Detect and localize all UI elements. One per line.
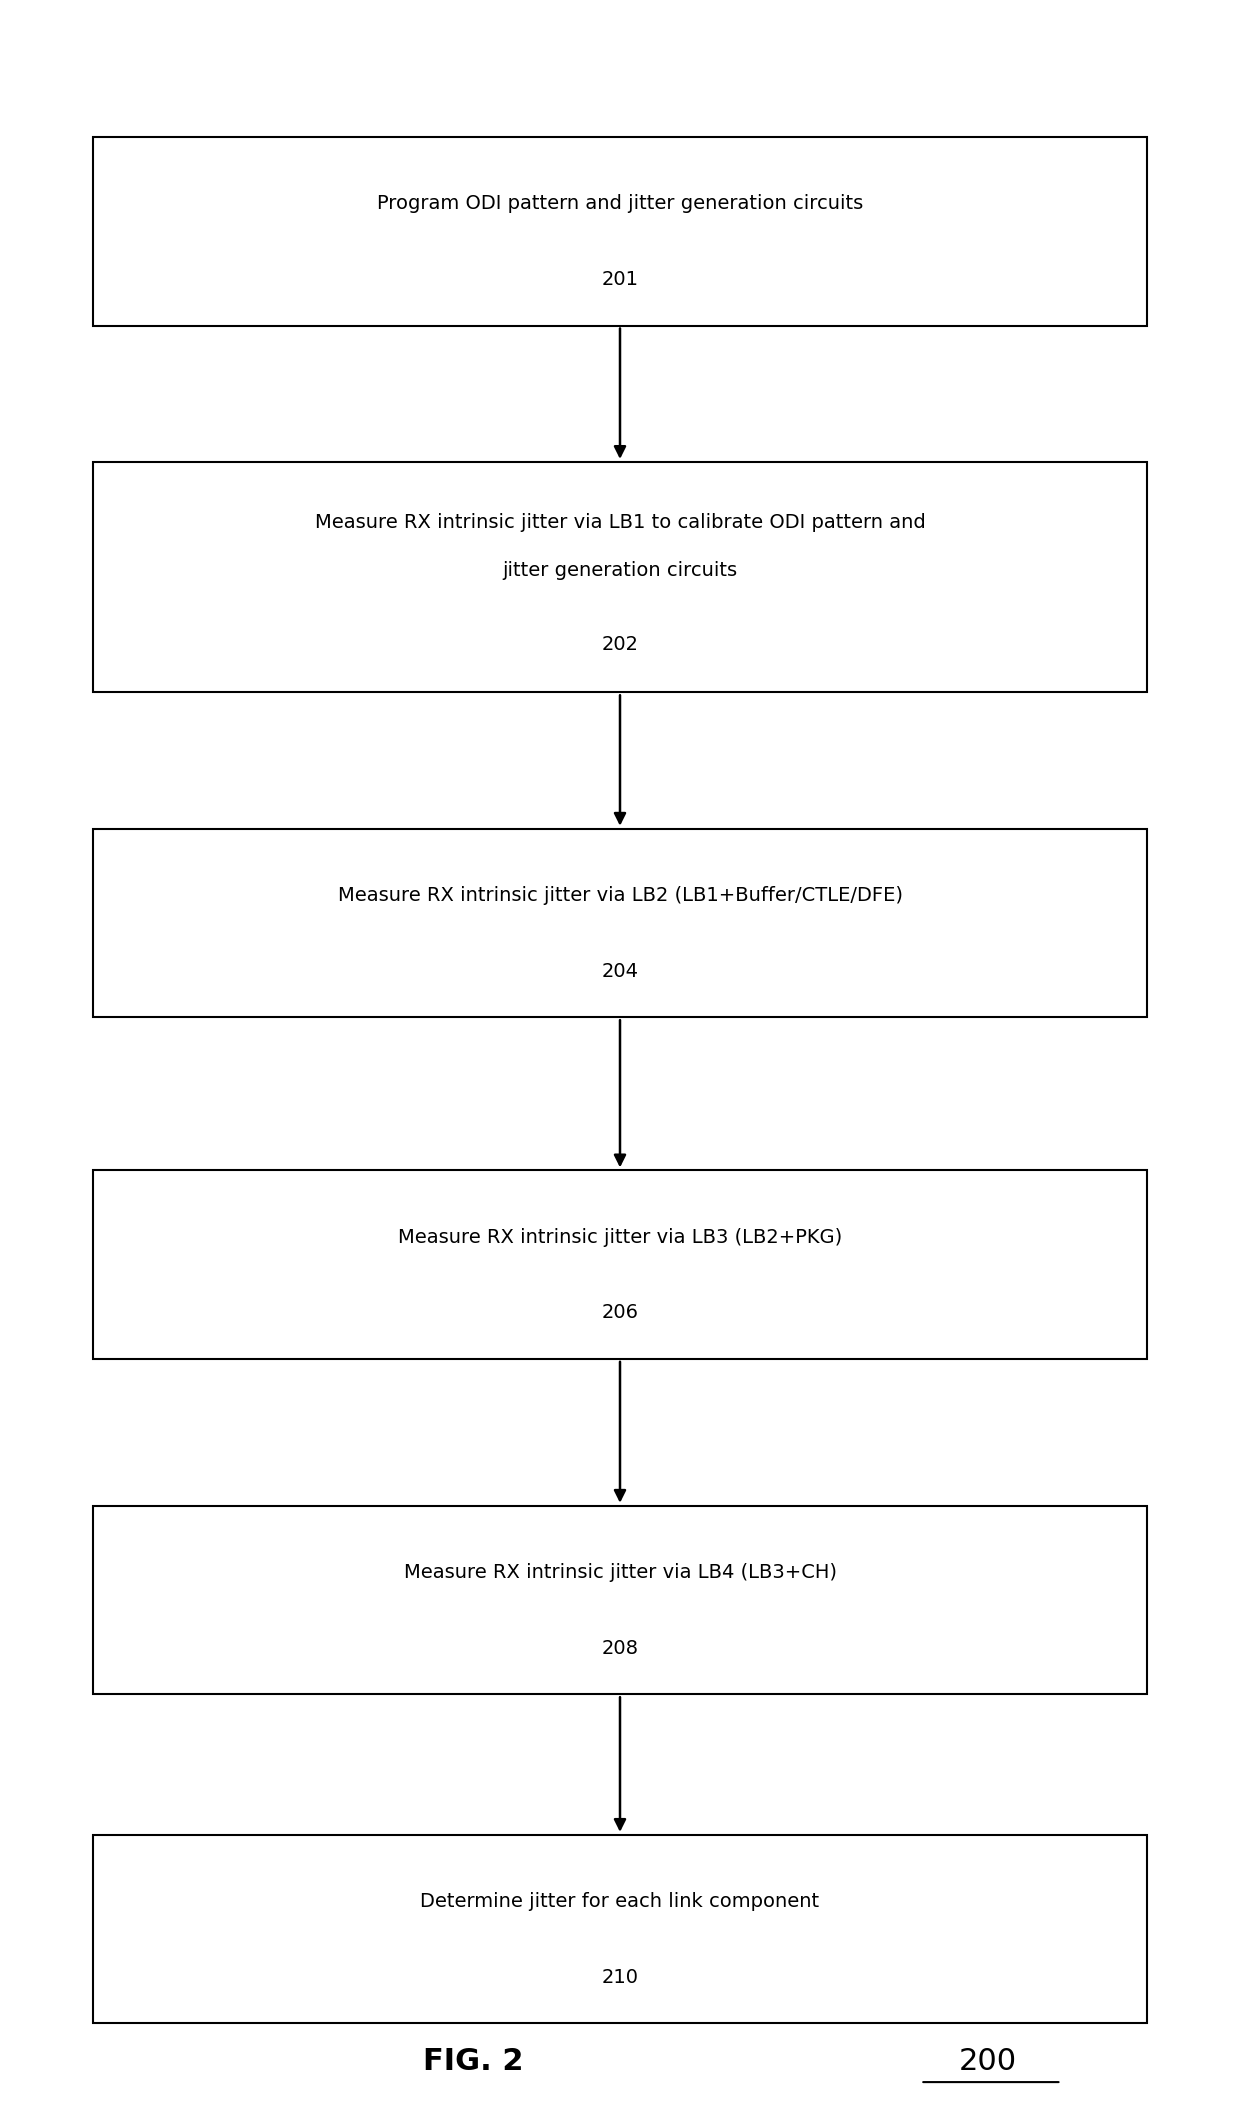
Text: Measure RX intrinsic jitter via LB3 (LB2+PKG): Measure RX intrinsic jitter via LB3 (LB2… xyxy=(398,1228,842,1247)
FancyBboxPatch shape xyxy=(93,462,1147,692)
FancyBboxPatch shape xyxy=(93,829,1147,1017)
Text: jitter generation circuits: jitter generation circuits xyxy=(502,561,738,580)
Text: FIG. 2: FIG. 2 xyxy=(423,2047,523,2076)
Text: 200: 200 xyxy=(959,2047,1017,2076)
FancyBboxPatch shape xyxy=(93,137,1147,325)
Text: Measure RX intrinsic jitter via LB4 (LB3+CH): Measure RX intrinsic jitter via LB4 (LB3… xyxy=(403,1564,837,1582)
Text: Program ODI pattern and jitter generation circuits: Program ODI pattern and jitter generatio… xyxy=(377,194,863,213)
Text: Measure RX intrinsic jitter via LB2 (LB1+Buffer/CTLE/DFE): Measure RX intrinsic jitter via LB2 (LB1… xyxy=(337,886,903,905)
FancyBboxPatch shape xyxy=(93,1507,1147,1694)
Text: 210: 210 xyxy=(601,1969,639,1988)
Text: 202: 202 xyxy=(601,635,639,654)
FancyBboxPatch shape xyxy=(93,1836,1147,2023)
Text: 204: 204 xyxy=(601,962,639,981)
Text: 201: 201 xyxy=(601,270,639,289)
Text: 208: 208 xyxy=(601,1639,639,1658)
FancyBboxPatch shape xyxy=(93,1171,1147,1359)
Text: Determine jitter for each link component: Determine jitter for each link component xyxy=(420,1893,820,1912)
Text: 206: 206 xyxy=(601,1304,639,1323)
Text: Measure RX intrinsic jitter via LB1 to calibrate ODI pattern and: Measure RX intrinsic jitter via LB1 to c… xyxy=(315,513,925,532)
